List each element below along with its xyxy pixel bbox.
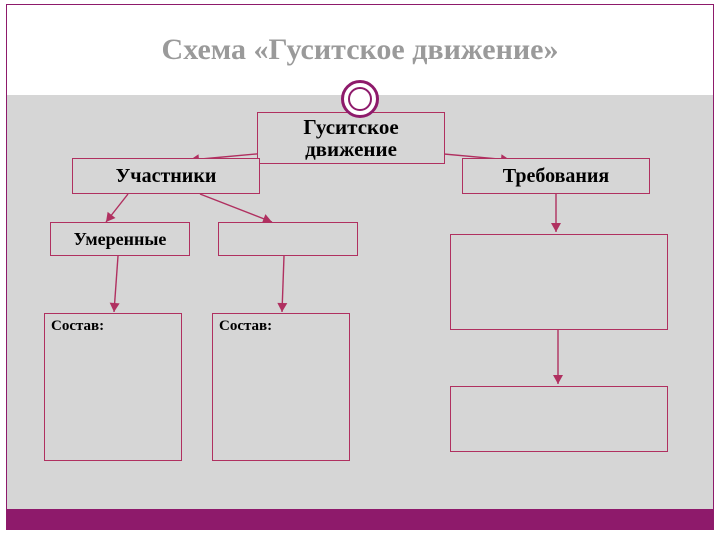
node-composition-b-label: Состав:: [219, 318, 272, 335]
node-composition-a-label: Состав:: [51, 318, 104, 335]
node-root-label: Гуситское движение: [303, 116, 398, 160]
node-demands-label: Требования: [503, 165, 609, 188]
decorative-circle-inner: [348, 87, 372, 111]
node-participants-label: Участники: [116, 165, 217, 188]
bottom-accent-bar: [7, 509, 713, 529]
node-moderate-label: Умеренные: [74, 229, 167, 250]
node-root: Гуситское движение: [257, 112, 445, 164]
node-composition-a: Состав:: [44, 313, 182, 461]
node-composition-b: Состав:: [212, 313, 350, 461]
node-demands: Требования: [462, 158, 650, 194]
node-participants: Участники: [72, 158, 260, 194]
node-blank-mid: [218, 222, 358, 256]
node-demands-small: [450, 386, 668, 452]
node-demands-big: [450, 234, 668, 330]
page-title: Схема «Гуситское движение»: [162, 33, 559, 67]
decorative-circle: [341, 80, 379, 118]
node-moderate: Умеренные: [50, 222, 190, 256]
